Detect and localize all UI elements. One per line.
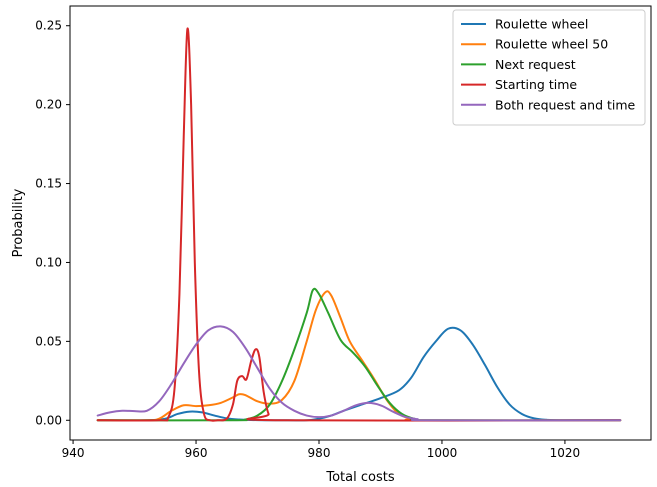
y-axis-ticks: 0.00 0.05 0.10 0.15 0.20 0.25 (35, 19, 70, 427)
x-axis-label: Total costs (325, 470, 394, 485)
y-tick-label: 0.05 (35, 334, 62, 348)
legend: Roulette wheel Roulette wheel 50 Next requ… (452, 9, 646, 126)
y-tick-label: 0.25 (35, 19, 62, 33)
y-tick-label: 0.10 (35, 255, 62, 269)
legend-label-1: Roulette wheel 50 (495, 37, 608, 52)
plot-lines (96, 27, 622, 422)
x-tick-label: 1020 (550, 446, 581, 460)
y-tick-label: 0.00 (35, 413, 62, 427)
legend-label-4: Both request and time (495, 97, 636, 112)
series-line-2 (96, 287, 622, 422)
y-tick-label: 0.15 (35, 177, 62, 191)
series-line-4 (96, 325, 622, 422)
y-axis-label: Probability (11, 188, 26, 257)
legend-label-3: Starting time (495, 77, 577, 92)
legend-label-2: Next request (495, 57, 576, 72)
x-axis-ticks: 940 960 980 1000 1020 (62, 440, 581, 460)
x-tick-label: 980 (308, 446, 331, 460)
x-tick-label: 960 (185, 446, 208, 460)
legend-box (452, 9, 646, 126)
legend-label-0: Roulette wheel (495, 17, 588, 32)
x-tick-label: 940 (62, 446, 85, 460)
x-tick-label: 1000 (427, 446, 458, 460)
plot-frame (69, 5, 652, 441)
series-line-3 (96, 27, 622, 422)
y-tick-label: 0.20 (35, 98, 62, 112)
